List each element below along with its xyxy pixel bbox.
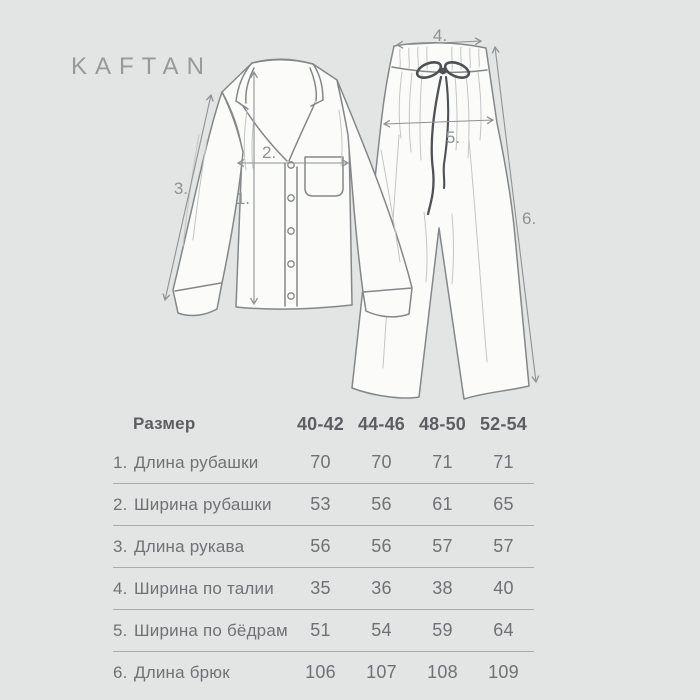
measurement-label: Длина рукава — [134, 536, 245, 556]
measurement-label: Ширина по бёдрам — [134, 620, 288, 640]
measure-label-5: 5. — [446, 128, 460, 147]
measurement-label: Длина брюк — [134, 662, 230, 682]
size-table: Размер 40-42 44-46 48-50 52-54 1. Длина … — [113, 406, 534, 693]
size-column-header: 48-50 — [418, 413, 467, 434]
size-value-cell: 56 — [371, 494, 392, 514]
measurement-row: 2. Ширина рубашки 53 56 61 65 — [113, 483, 534, 525]
size-column-header: 44-46 — [357, 413, 406, 434]
measurement-row: 4. Ширина по талии 35 36 38 40 — [113, 567, 534, 609]
button-icon — [287, 227, 295, 235]
brand-logo: KAFTAN — [71, 53, 212, 80]
size-value-cell: 40 — [493, 578, 514, 598]
size-value-cell: 71 — [432, 452, 453, 472]
measure-arrow-3 — [162, 93, 214, 302]
measurement-row: 5. Ширина по бёдрам 51 54 59 64 — [113, 609, 534, 651]
measure-label-1: 1. — [236, 189, 250, 208]
size-value-cell: 71 — [493, 452, 514, 472]
row-number: 5. — [113, 620, 128, 640]
drawstring-bow-icon — [415, 61, 471, 216]
button-icon — [287, 292, 295, 300]
measure-label-6: 6. — [522, 209, 536, 228]
button-icon — [287, 260, 295, 268]
shirt-left-sleeve — [172, 91, 244, 317]
row-number: 2. — [113, 494, 128, 514]
size-value-cell: 56 — [371, 536, 392, 556]
row-number: 6. — [113, 662, 128, 682]
size-value-cell: 56 — [310, 536, 331, 556]
size-value-cell: 59 — [432, 620, 453, 640]
shirt-right-sleeve — [336, 79, 413, 318]
measurement-row: 6. Длина брюк 106 107 108 109 — [113, 651, 534, 693]
size-value-cell: 106 — [305, 662, 336, 682]
row-number: 1. — [113, 452, 128, 472]
measurement-label: Ширина рубашки — [134, 494, 272, 514]
size-value-cell: 53 — [310, 494, 331, 514]
row-number: 3. — [113, 536, 128, 556]
pajama-shirt-drawing — [172, 58, 413, 318]
size-value-cell: 70 — [310, 452, 331, 472]
size-value-cell: 65 — [493, 494, 514, 514]
measure-label-3: 3. — [174, 179, 188, 198]
size-value-cell: 109 — [488, 662, 519, 682]
size-table-header-label: Размер — [133, 414, 196, 433]
measurement-row: 3. Длина рукава 56 56 57 57 — [113, 525, 534, 567]
measurement-row: 1. Длина рубашки 70 70 71 71 — [113, 442, 534, 483]
size-column-header: 52-54 — [479, 413, 528, 434]
size-value-cell: 57 — [432, 536, 453, 556]
measurement-arrows: 1. 2. 3. 4. 5. 6. — [162, 26, 540, 384]
size-value-cell: 64 — [493, 620, 514, 640]
size-diagram: 1. 2. 3. 4. 5. 6. — [162, 26, 540, 400]
measure-label-4: 4. — [433, 26, 447, 45]
size-value-cell: 108 — [427, 662, 458, 682]
row-number: 4. — [113, 578, 128, 598]
size-table-header: Размер 40-42 44-46 48-50 52-54 — [113, 406, 534, 442]
size-value-cell: 107 — [366, 662, 397, 682]
size-value-cell: 51 — [310, 620, 331, 640]
measure-label-2: 2. — [262, 143, 276, 162]
size-value-cell: 70 — [371, 452, 392, 472]
size-value-cell: 38 — [432, 578, 453, 598]
button-icon — [287, 194, 295, 202]
measurement-label: Длина рубашки — [134, 452, 259, 472]
size-value-cell: 35 — [310, 578, 331, 598]
measure-arrow-5 — [382, 116, 495, 128]
size-value-cell: 36 — [371, 578, 392, 598]
measure-arrow-4 — [395, 37, 483, 49]
fabric-crease-lines — [382, 46, 488, 369]
size-value-cell: 54 — [371, 620, 392, 640]
shirt-right-cuff-line — [362, 287, 413, 293]
measurement-label: Ширина по талии — [134, 578, 274, 598]
size-value-cell: 61 — [432, 494, 453, 514]
size-value-cell: 57 — [493, 536, 514, 556]
size-column-header: 40-42 — [296, 413, 345, 434]
measure-arrow-6 — [491, 45, 540, 384]
